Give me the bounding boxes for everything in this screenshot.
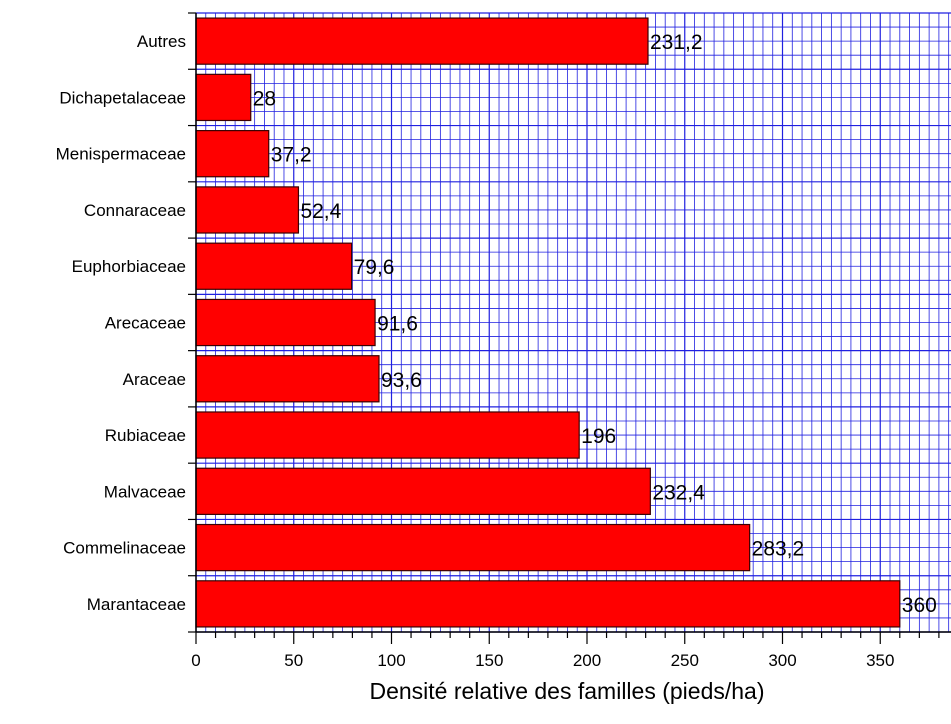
bar-marantaceae <box>195 580 901 628</box>
bar-araceae <box>195 355 380 403</box>
x-tick-label: 0 <box>191 651 200 670</box>
bar-rubiaceae <box>195 411 580 459</box>
category-label: Menispermaceae <box>56 145 186 164</box>
category-label: Euphorbiaceae <box>72 257 186 276</box>
category-label: Rubiaceae <box>105 426 186 445</box>
category-label: Arecaceae <box>105 314 186 333</box>
data-label: 28 <box>253 87 276 110</box>
x-tick-label: 300 <box>768 651 796 670</box>
bars <box>195 17 901 628</box>
category-label: Malvaceae <box>104 482 186 501</box>
data-label: 283,2 <box>752 538 805 561</box>
bar-dichapetalaceae <box>195 73 252 122</box>
x-tick-label: 50 <box>284 651 303 670</box>
x-axis-title: Densité relative des familles (pieds/ha) <box>369 678 764 704</box>
x-tick-label: 350 <box>866 651 894 670</box>
x-tick-label: 150 <box>475 651 503 670</box>
data-label: 37,2 <box>271 144 312 167</box>
bar-malvaceae <box>195 467 651 515</box>
category-label: Connaraceae <box>84 201 186 220</box>
bar-arecaceae <box>195 298 376 347</box>
data-label: 196 <box>581 425 616 448</box>
x-tick-label: 200 <box>573 651 601 670</box>
data-label: 93,6 <box>381 369 422 392</box>
bar-connaraceae <box>195 186 300 234</box>
data-label: 231,2 <box>650 31 703 54</box>
data-label: 52,4 <box>300 200 341 223</box>
category-label: Araceae <box>123 370 186 389</box>
labels: Autres 231,2 Dichapetalaceae 28 Menispermace… <box>56 31 937 670</box>
data-label: 360 <box>902 594 937 617</box>
category-label: Commelinaceae <box>63 539 186 558</box>
bar-commelinaceae <box>195 523 751 572</box>
axes <box>188 12 951 644</box>
bar-euphorbiaceae <box>195 242 353 290</box>
bar-menispermaceae <box>195 130 270 178</box>
bar-autres <box>195 17 649 65</box>
x-tick-label: 250 <box>671 651 699 670</box>
category-label: Dichapetalaceae <box>59 88 186 107</box>
x-tick-label: 100 <box>377 651 405 670</box>
category-label: Marantaceae <box>87 595 186 614</box>
category-label: Autres <box>137 32 186 51</box>
data-label: 232,4 <box>652 481 705 504</box>
data-label: 91,6 <box>377 313 418 336</box>
data-label: 79,6 <box>354 256 395 279</box>
